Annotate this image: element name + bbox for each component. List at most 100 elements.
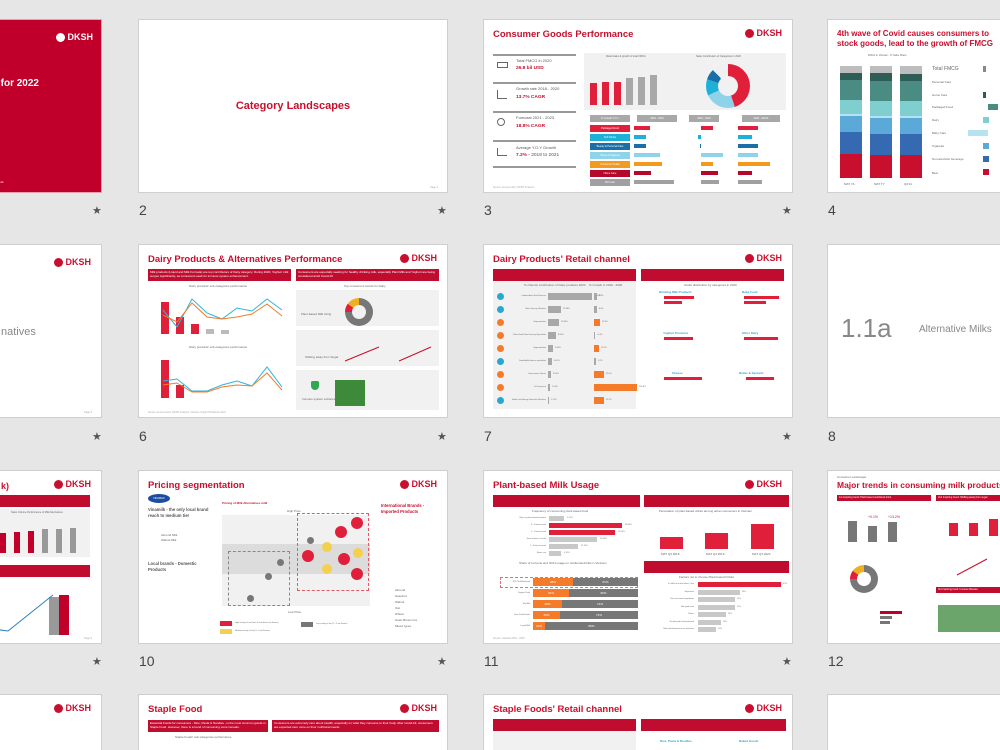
slide-thumbnail-6[interactable]: Dairy Products & Alternatives Performanc… [138, 244, 448, 418]
chart-bar [176, 385, 184, 398]
slide-thumbnail-11[interactable]: Plant-based Milk Usage DKSH Frequency of… [483, 470, 793, 644]
freq-label: 1 - 3 times/ month [529, 545, 546, 547]
slide-thumbnail-10[interactable]: Pricing segmentation DKSH VINAMILK Vinam… [138, 470, 448, 644]
transition-star-icon[interactable]: ★ [92, 656, 102, 668]
logo-text: DKSH [65, 479, 91, 489]
right-title: Outlet distribution by categories in 202… [684, 283, 737, 287]
growth-value: 23.2% [606, 399, 612, 401]
list-item: Grain Brown rice [395, 618, 418, 622]
chart-title: Sales Volume Performance of Milk Alterna… [11, 511, 63, 514]
channel-label: Food/drink/tobacco specialists [519, 360, 546, 362]
trend-label: Plant-based Milk rising [301, 312, 332, 316]
channel-icon [497, 332, 504, 339]
slide-title: Consumer Goods Performance [493, 29, 634, 40]
freq-label: Several times / month [526, 538, 546, 540]
slide-footnote: nd. [0, 180, 5, 184]
chart-bar [49, 597, 59, 635]
slide-number: 2 [139, 202, 147, 218]
growth-bar [594, 319, 600, 326]
chart-bar [191, 324, 199, 334]
out-of-home-bar: 72% [562, 600, 638, 608]
factor-bar [698, 589, 740, 595]
freq-bar [549, 537, 597, 542]
group-title: Baked Goods [739, 739, 759, 743]
legend-item: Baby Care [932, 131, 947, 135]
growth-value: 3.2% [598, 360, 603, 362]
slide-thumbnail-7[interactable]: Dairy Products' Retail channel DKSH % ch… [483, 244, 793, 418]
channel-icon [497, 345, 504, 352]
factor-label: No demand for plant-based [669, 620, 694, 623]
transition-star-icon[interactable]: ★ [92, 431, 102, 443]
slide-thumbnail-8[interactable]: 1.1a Alternative Milks [827, 244, 1000, 418]
transition-star-icon[interactable]: ★ [782, 205, 792, 217]
axis-bottom: Low Price [288, 610, 302, 614]
sugar-trend-line [344, 346, 432, 362]
transition-star-icon[interactable]: ★ [437, 431, 447, 443]
share-label: Soy Milk [522, 603, 530, 605]
outlet-bar [746, 377, 774, 380]
chart-bar [590, 83, 597, 105]
growth-bar [594, 306, 597, 313]
axis-label: MAT YA [844, 182, 855, 186]
slide-title: Staple Foods' Retail channel [493, 704, 622, 715]
logo-text: DKSH [65, 257, 91, 267]
dksh-logo: DKSH [400, 703, 437, 713]
source-note: Source: Statista 2018 - 2020 [493, 637, 525, 640]
growth-label: +13.2% [888, 515, 900, 519]
slide-thumbnail-16[interactable] [827, 694, 1000, 750]
chart-bar [14, 532, 20, 553]
slide-thumbnail-1[interactable]: DKSH for 2022 nd. [0, 19, 102, 193]
transition-star-icon[interactable]: ★ [437, 205, 447, 217]
chart-bar [0, 533, 6, 553]
slide-thumbnail-15[interactable]: Staple Foods' Retail channel DKSH Rice, … [483, 694, 793, 750]
donut-hole [352, 305, 366, 319]
kpi-label: Growth rate 2018 - 2020 [516, 86, 560, 91]
slide-thumbnail-5[interactable]: DKSH natives Page 5 [0, 244, 102, 418]
banner [0, 565, 90, 577]
trend-banner: 1st Inspiring trend: Plant based nutriti… [837, 495, 931, 501]
growth-bar [634, 135, 646, 139]
chart-bar [206, 329, 214, 334]
chart-title: Sales Contribution of Categories in 2020 [696, 55, 741, 58]
kpi-label: Forecast 2021 - 2023 [516, 115, 555, 120]
outlet-bar [664, 337, 693, 340]
slide-title: Staple Food [148, 704, 203, 715]
logo-text: DKSH [756, 479, 782, 489]
stacked-bar [870, 66, 892, 178]
slide-thumbnail-12[interactable]: Consumer Landscape Major trends in consu… [827, 470, 1000, 644]
factor-value: 24% [742, 590, 747, 593]
list-item: Hazelnut [395, 594, 407, 598]
growth-bar [634, 171, 651, 175]
brand-bubble [307, 537, 314, 544]
transition-star-icon[interactable]: ★ [437, 656, 447, 668]
share-bar [548, 319, 559, 326]
transition-star-icon[interactable]: ★ [92, 205, 102, 217]
channel-icon [497, 397, 504, 404]
growth-bar [738, 171, 752, 175]
channel-icon [497, 319, 504, 326]
brand-bubble [302, 550, 314, 562]
growth-bar [634, 153, 660, 157]
column-header: % Growth in 2019 - 2020 [589, 283, 623, 287]
transition-star-icon[interactable]: ★ [782, 656, 792, 668]
slide-thumbnail-14[interactable]: Staple Food DKSH Essential Foods for con… [138, 694, 448, 750]
dksh-logo-icon [56, 32, 66, 42]
slide-thumbnail-9[interactable]: k) DKSH Sales Volume Performance of Milk… [0, 470, 102, 644]
in-home-bar: 28% [533, 600, 562, 608]
slide-thumbnail-2[interactable]: Category Landscapes Page 2 [138, 19, 448, 193]
share-bar [548, 332, 556, 339]
legend-item: Home Care [932, 93, 948, 97]
slide-thumbnail-4[interactable]: 4th wave of Covid causes consumers to st… [827, 19, 1000, 193]
line-chart-icon [497, 148, 507, 156]
transition-star-icon[interactable]: ★ [782, 431, 792, 443]
banner-left [493, 495, 640, 507]
chart-title: Penetration of plant-based drinks among … [659, 509, 752, 513]
dksh-logo: DKSH [745, 703, 782, 713]
channel-label: Other Grocery Retailers [524, 308, 546, 310]
axis-top: High Price [287, 509, 301, 513]
slide-thumbnail-3[interactable]: Consumer Goods Performance DKSH Total FM… [483, 19, 793, 193]
slide-thumbnail-13[interactable]: DKSH [0, 694, 102, 750]
factor-label: Not sure about ingredients [670, 598, 694, 600]
growth-bar [634, 126, 650, 130]
growth-bar [698, 135, 701, 139]
